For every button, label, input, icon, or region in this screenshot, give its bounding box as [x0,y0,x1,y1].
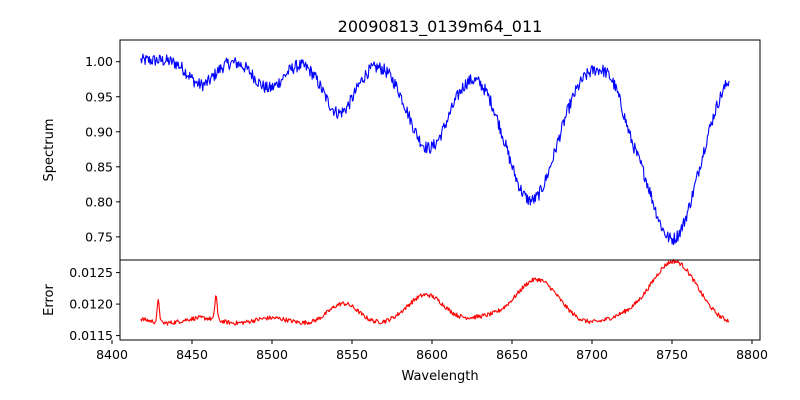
spectrum-ytick-label: 0.80 [85,194,113,209]
spectrum-ytick-label: 1.00 [85,54,113,69]
x-tick-label: 8400 [96,347,128,362]
error-ytick-label: 0.0120 [69,297,113,312]
spectrum-ytick-label: 0.95 [85,89,113,104]
x-tick-label: 8550 [336,347,368,362]
error-plot-area [120,260,760,340]
x-tick-label: 8500 [256,347,288,362]
x-axis-label: Wavelength [401,369,478,384]
x-tick-label: 8800 [736,347,768,362]
spectrum-ytick-label: 0.90 [85,124,113,139]
error-y-axis-label: Error [42,284,57,316]
spectrum-series-line [140,53,730,246]
error-ytick-label: 0.0125 [69,265,113,280]
error-plot-frame [119,259,761,341]
spectrum-ytick-label: 0.75 [85,229,113,244]
error-panel: 0.0115 0.0120 0.0125 8400 8450 8500 8550 8600 8… [42,259,768,384]
error-series-line [140,259,730,326]
error-ytick-label: 0.0115 [69,328,113,343]
x-tick-label: 8750 [656,347,688,362]
x-tick-label: 8450 [176,347,208,362]
chart-title: 20090813_0139m64_011 [338,17,543,37]
spectrum-y-axis-label: Spectrum [42,119,57,182]
spectrum-panel: 0.75 0.80 0.85 0.90 0.95 1.00 Spectrum [42,39,761,261]
x-tick-label: 8650 [496,347,528,362]
spectrum-plot-area [120,40,760,260]
x-tick-label: 8700 [576,347,608,362]
x-tick-label: 8600 [416,347,448,362]
spectrum-ytick-label: 0.85 [85,159,113,174]
